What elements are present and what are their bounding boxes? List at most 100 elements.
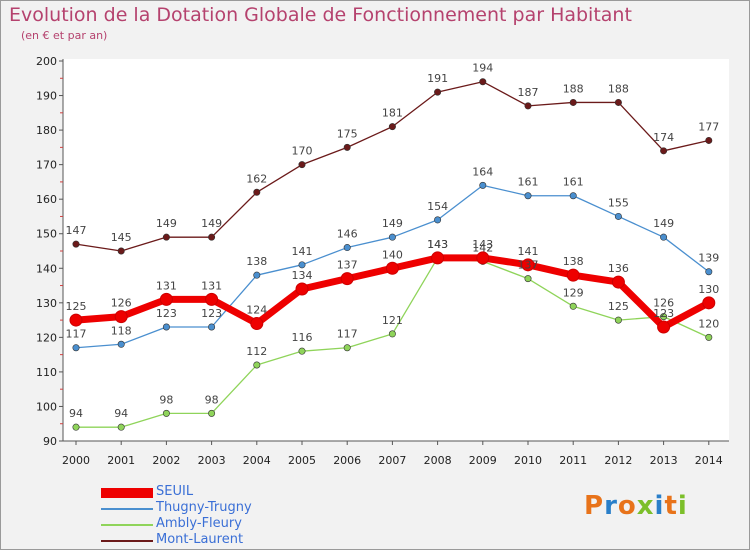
data-label: 194 xyxy=(472,62,493,75)
data-point xyxy=(253,361,261,369)
data-label: 143 xyxy=(427,238,448,251)
x-tick-label: 2003 xyxy=(198,454,226,467)
data-label: 112 xyxy=(246,345,267,358)
data-point xyxy=(479,181,487,189)
data-label: 123 xyxy=(653,307,674,320)
data-label: 123 xyxy=(156,307,177,320)
data-point xyxy=(343,244,351,252)
legend-label: Ambly-Fleury xyxy=(156,516,242,531)
chart-title: Evolution de la Dotation Globale de Fonc… xyxy=(9,4,632,26)
data-point xyxy=(72,344,80,352)
data-label: 124 xyxy=(246,304,267,317)
legend-swatch xyxy=(101,540,153,542)
data-point xyxy=(343,143,351,151)
data-point xyxy=(208,409,216,417)
x-tick-label: 2009 xyxy=(469,454,497,467)
chart-subtitle: (en € et par an) xyxy=(21,29,108,42)
data-label: 117 xyxy=(66,328,87,341)
data-label: 162 xyxy=(246,172,267,185)
data-point xyxy=(253,188,261,196)
data-label: 142 xyxy=(472,241,493,254)
y-tick-label: 160 xyxy=(36,193,57,206)
data-point xyxy=(385,261,399,275)
data-point xyxy=(524,192,532,200)
data-point xyxy=(566,268,580,282)
x-tick-label: 2014 xyxy=(695,454,723,467)
data-point xyxy=(660,147,668,155)
x-tick-label: 2010 xyxy=(514,454,542,467)
data-point xyxy=(388,123,396,131)
proxiti-logo: Proxiti xyxy=(584,491,688,521)
axes: 90 100 110 120 130 140 150 160 170 180 190 200 2000 2… xyxy=(36,55,729,467)
data-point xyxy=(614,98,622,106)
data-label: 143 xyxy=(472,238,493,251)
data-label: 137 xyxy=(337,259,358,272)
data-label: 136 xyxy=(608,262,629,275)
y-tick-label: 90 xyxy=(43,435,57,448)
x-tick-label: 2002 xyxy=(152,454,180,467)
logo-letter: i xyxy=(654,491,665,521)
data-point xyxy=(343,344,351,352)
data-point xyxy=(705,333,713,341)
data-point xyxy=(72,423,80,431)
y-tick-label: 140 xyxy=(36,262,57,275)
data-label: 170 xyxy=(292,145,313,158)
data-label: 149 xyxy=(382,217,403,230)
data-point xyxy=(569,192,577,200)
logo-letter: t xyxy=(664,491,678,521)
data-point xyxy=(69,313,83,327)
legend-label: SEUIL xyxy=(156,484,194,499)
data-label: 181 xyxy=(382,107,403,120)
y-tick-label: 120 xyxy=(36,331,57,344)
data-point xyxy=(434,216,442,224)
data-point xyxy=(660,233,668,241)
data-label: 134 xyxy=(292,269,313,282)
data-label: 94 xyxy=(114,407,128,420)
data-label: 126 xyxy=(653,297,674,310)
data-point xyxy=(298,161,306,169)
data-label: 139 xyxy=(698,252,719,265)
data-label: 138 xyxy=(563,255,584,268)
series-lines xyxy=(69,78,716,431)
data-label: 147 xyxy=(66,224,87,237)
data-point xyxy=(611,275,625,289)
data-point xyxy=(660,313,668,321)
data-label: 154 xyxy=(427,200,448,213)
data-point xyxy=(702,296,716,310)
logo-letter: i xyxy=(677,491,688,521)
legend-label: Mont-Laurent xyxy=(156,532,244,547)
y-tick-label: 190 xyxy=(36,90,57,103)
x-tick-label: 2011 xyxy=(559,454,587,467)
legend-swatch xyxy=(101,524,153,526)
data-label: 129 xyxy=(563,286,584,299)
data-label: 191 xyxy=(427,72,448,85)
data-point xyxy=(569,302,577,310)
data-point xyxy=(295,282,309,296)
data-label: 146 xyxy=(337,228,358,241)
data-point xyxy=(340,272,354,286)
data-point xyxy=(159,292,173,306)
x-tick-label: 2008 xyxy=(424,454,452,467)
data-point xyxy=(298,261,306,269)
data-point xyxy=(298,347,306,355)
data-label: 121 xyxy=(382,314,403,327)
data-point xyxy=(388,233,396,241)
plot-area xyxy=(63,59,729,441)
data-label: 140 xyxy=(382,248,403,261)
x-tick-label: 2000 xyxy=(62,454,90,467)
data-label: 174 xyxy=(653,131,674,144)
data-point xyxy=(524,102,532,110)
x-tick-label: 2005 xyxy=(288,454,316,467)
data-point xyxy=(162,323,170,331)
y-tick-label: 180 xyxy=(36,124,57,137)
data-label: 126 xyxy=(111,297,132,310)
x-tick-label: 2012 xyxy=(604,454,632,467)
data-point xyxy=(476,251,490,265)
data-point xyxy=(614,212,622,220)
data-labels: 125 126 131 131 124 134 137 140 143 143 141 138 136 1… xyxy=(66,62,720,420)
data-point xyxy=(114,310,128,324)
legend-label: Thugny-Trugny xyxy=(156,500,252,515)
data-label: 143 xyxy=(427,238,448,251)
data-point xyxy=(208,233,216,241)
